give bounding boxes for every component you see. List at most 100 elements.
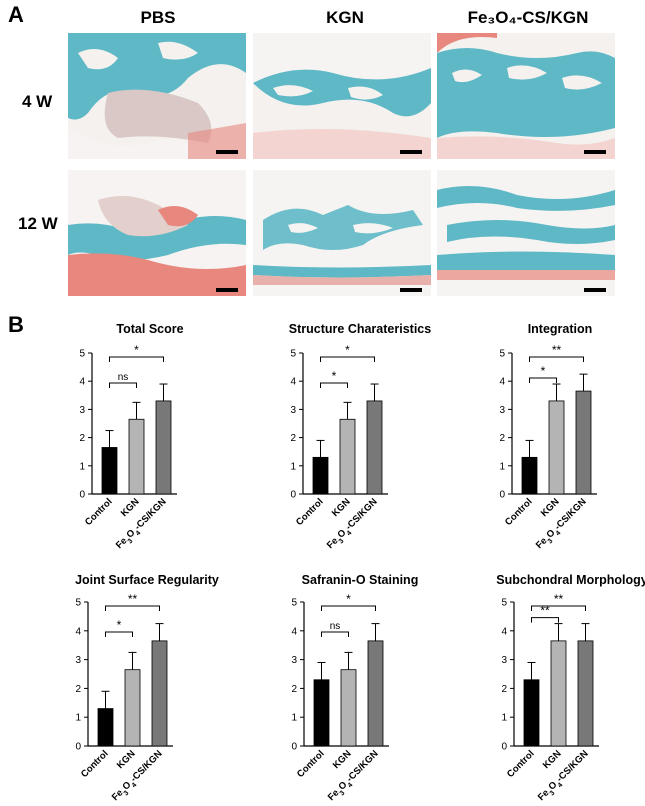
y-tick-label: 0 <box>291 742 297 753</box>
bar-kgn <box>340 669 357 747</box>
y-tick-label: 4 <box>501 626 507 637</box>
bar-fe3o4-cs-kgn <box>366 400 383 495</box>
bar-kgn <box>128 418 145 495</box>
y-tick-label: 1 <box>290 461 296 472</box>
y-tick-label: 5 <box>501 598 507 609</box>
x-tick-label: Control <box>79 748 111 780</box>
bar-fe3o4-cs-kgn <box>367 640 384 747</box>
y-tick-label: 3 <box>79 405 85 416</box>
y-tick-label: 4 <box>291 626 297 637</box>
x-tick-label: KGN <box>115 748 138 771</box>
y-tick-label: 2 <box>499 433 505 444</box>
x-tick-label: KGN <box>541 748 564 771</box>
bar-control <box>97 708 114 747</box>
histology-image-fe3o4-4w <box>437 33 615 159</box>
bar-fe3o4-cs-kgn <box>151 640 168 747</box>
chart-title: Joint Surface Regularity <box>75 573 219 587</box>
bar-control <box>101 447 118 495</box>
y-tick-label: 0 <box>501 742 507 753</box>
y-tick-label: 0 <box>75 742 81 753</box>
histology-image-kgn-12w <box>253 170 431 296</box>
histology-image-kgn-4w <box>253 33 431 159</box>
significance-bracket <box>105 631 133 637</box>
y-tick-label: 2 <box>291 684 297 695</box>
scale-bar <box>400 150 422 154</box>
y-tick-label: 1 <box>75 713 81 724</box>
y-tick-label: 1 <box>291 713 297 724</box>
x-tick-label: Fe3O4-CS/KGN <box>534 496 591 553</box>
column-label-kgn: KGN <box>326 8 364 27</box>
panel-b-letter: B <box>8 312 24 337</box>
y-tick-label: 2 <box>290 433 296 444</box>
x-tick-label: KGN <box>119 496 142 519</box>
histology-image-pbs-4w <box>68 33 246 159</box>
y-tick-label: 0 <box>290 490 296 501</box>
significance-label: * <box>332 369 337 383</box>
y-tick-label: 1 <box>79 461 85 472</box>
significance-bracket <box>321 605 376 611</box>
x-tick-label: Fe3O4-CS/KGN <box>326 748 383 805</box>
x-tick-label: Control <box>294 496 326 528</box>
panel-a-letter: A <box>8 2 24 27</box>
y-tick-label: 5 <box>499 349 505 360</box>
bar-kgn <box>548 400 565 495</box>
histology-image-pbs-12w <box>68 170 246 296</box>
y-tick-label: 2 <box>75 684 81 695</box>
y-tick-label: 3 <box>501 655 507 666</box>
significance-label: ns <box>330 621 341 632</box>
y-tick-label: 4 <box>290 377 296 388</box>
column-label-fe3o4-cs-kgn: Fe₃O₄-CS/KGN <box>467 8 589 27</box>
chart-title: Integration <box>528 322 593 336</box>
x-tick-label: Control <box>83 496 115 528</box>
chart-title: Total Score <box>116 322 183 336</box>
scale-bar <box>216 150 238 154</box>
significance-label: * <box>117 618 122 632</box>
significance-label: * <box>541 364 546 378</box>
scale-bar <box>584 288 606 292</box>
y-tick-label: 4 <box>499 377 505 388</box>
x-tick-label: Control <box>503 496 535 528</box>
significance-bracket <box>529 377 557 384</box>
y-tick-label: 5 <box>75 598 81 609</box>
x-tick-label: KGN <box>330 496 353 519</box>
bar-control <box>521 456 538 495</box>
significance-bracket <box>529 356 584 362</box>
significance-bracket <box>531 617 559 623</box>
x-tick-label: Fe3O4-CS/KGN <box>114 496 171 553</box>
x-tick-label: Fe3O4-CS/KGN <box>325 496 382 553</box>
x-tick-label: KGN <box>331 748 354 771</box>
significance-label: ** <box>554 592 564 606</box>
x-tick-label: Control <box>295 748 327 780</box>
significance-bracket <box>109 382 137 388</box>
scale-bar <box>216 288 238 292</box>
significance-bracket <box>105 605 160 611</box>
significance-label: ns <box>118 372 129 383</box>
bar-fe3o4-cs-kgn <box>577 640 594 747</box>
row-label-4w: 4 W <box>22 92 53 111</box>
y-tick-label: 5 <box>290 349 296 360</box>
bar-fe3o4-cs-kgn <box>155 400 172 495</box>
scale-bar <box>584 150 606 154</box>
y-tick-label: 0 <box>79 490 85 501</box>
bar-control <box>312 456 329 495</box>
y-tick-label: 3 <box>291 655 297 666</box>
y-tick-label: 3 <box>499 405 505 416</box>
x-tick-label: Control <box>505 748 537 780</box>
significance-label: ** <box>540 604 550 618</box>
x-tick-label: Fe3O4-CS/KGN <box>536 748 593 805</box>
y-tick-label: 1 <box>501 713 507 724</box>
bar-control <box>313 679 330 747</box>
significance-bracket <box>531 605 586 611</box>
bar-kgn <box>339 418 356 495</box>
y-tick-label: 2 <box>79 433 85 444</box>
bar-control <box>523 679 540 747</box>
significance-label: * <box>345 343 350 357</box>
x-tick-label: KGN <box>539 496 562 519</box>
y-tick-label: 0 <box>499 490 505 501</box>
column-label-pbs: PBS <box>140 8 176 27</box>
significance-label: ** <box>128 592 138 606</box>
bar-kgn <box>550 640 567 747</box>
chart-title: Safranin-O Staining <box>302 573 419 587</box>
significance-bracket <box>321 631 349 637</box>
